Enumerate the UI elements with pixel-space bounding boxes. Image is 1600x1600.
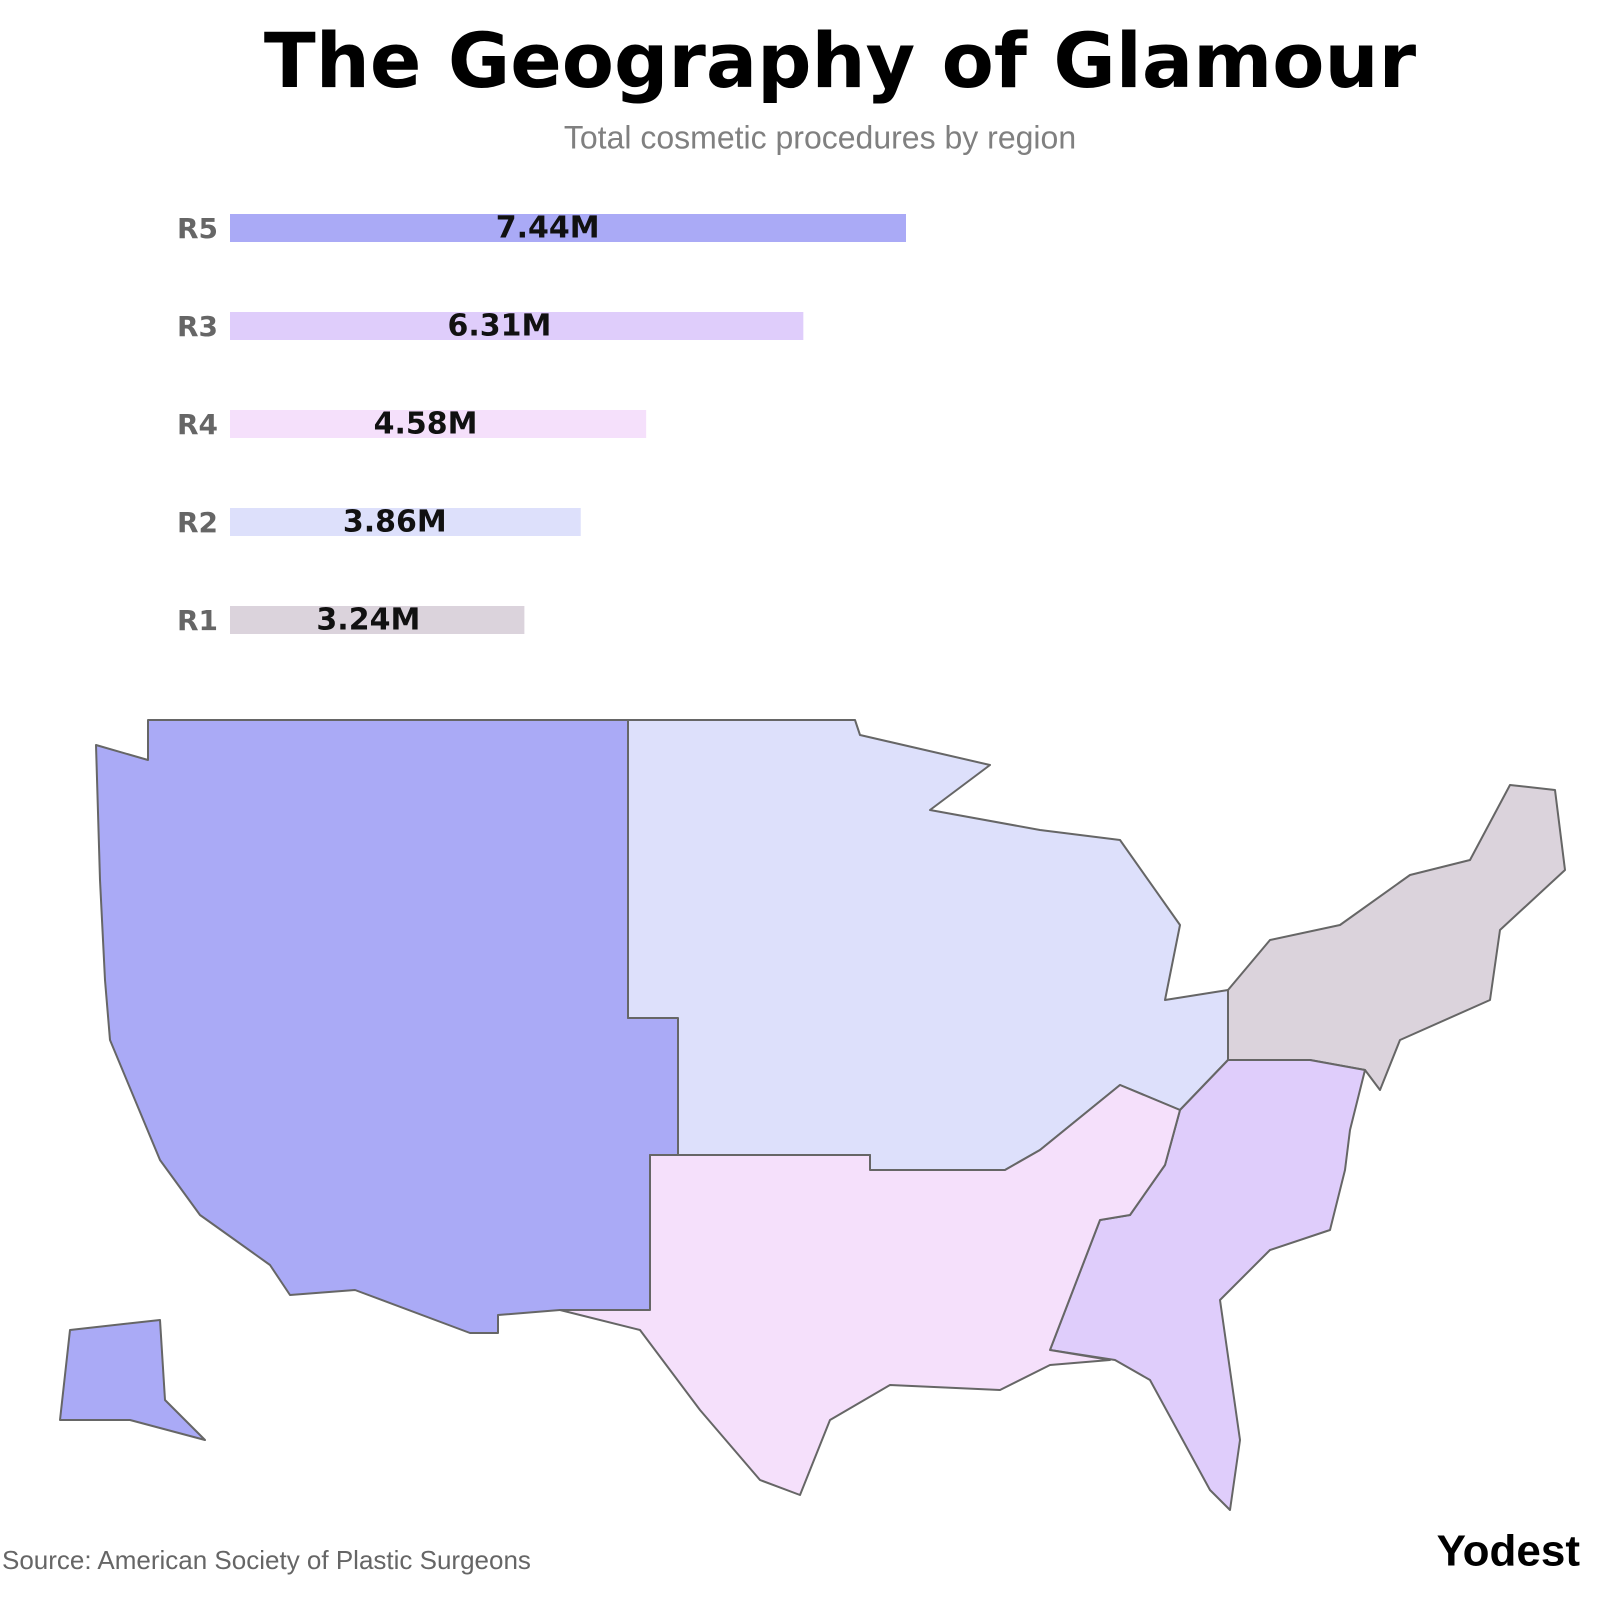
chart-title: The Geography of Glamour xyxy=(264,16,1417,105)
chart-subtitle: Total cosmetic procedures by region xyxy=(564,119,1076,155)
category-label: R5 xyxy=(177,212,218,245)
value-label: 4.58M xyxy=(374,407,478,442)
value-label: 7.44M xyxy=(496,211,600,246)
map-region xyxy=(1227,784,1566,1091)
us-map xyxy=(59,719,1566,1511)
value-label: 3.24M xyxy=(316,603,420,638)
bar xyxy=(230,410,647,438)
map-region xyxy=(59,1319,206,1441)
brand-logo: Yodest xyxy=(1437,1527,1581,1576)
category-label: R3 xyxy=(177,310,218,343)
category-label: R2 xyxy=(177,506,218,539)
bar xyxy=(230,312,804,340)
category-label: R1 xyxy=(177,604,218,637)
map-region xyxy=(95,719,679,1334)
bar-chart: R5 7.44M R3 6.31M R4 4.58M R2 3.86M R1 3.24M xyxy=(177,211,906,638)
map-region xyxy=(559,1084,1181,1496)
source-note: Source: American Society of Plastic Surg… xyxy=(2,1545,531,1575)
value-label: 3.86M xyxy=(343,505,447,540)
value-label: 6.31M xyxy=(448,309,552,344)
bar xyxy=(230,606,525,634)
bar xyxy=(230,214,906,242)
category-label: R4 xyxy=(177,408,218,441)
bar xyxy=(230,508,581,536)
